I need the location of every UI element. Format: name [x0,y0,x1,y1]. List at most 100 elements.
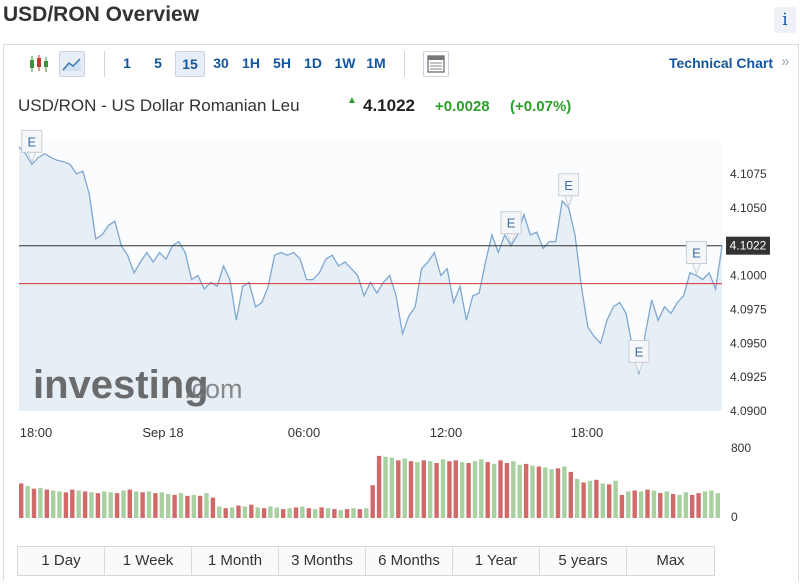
volume-bar [632,490,637,518]
volume-bar [428,461,433,518]
y-tick-label: 4.0900 [730,404,767,418]
volume-bar [658,493,663,518]
volume-bar [76,490,81,518]
volume-bar [268,506,273,518]
event-marker: E [500,211,522,246]
volume-bar [536,466,542,518]
volume-bar [677,494,682,518]
timeframe-30[interactable]: 30 [213,55,229,71]
volume-bar [191,494,196,518]
x-tick-label: 18:00 [571,425,604,440]
technical-chart-link[interactable]: Technical Chart [669,55,773,71]
volume-bar [440,459,446,518]
volume-bar [607,484,612,518]
range-max[interactable]: Max [627,547,714,575]
line-chart-icon[interactable] [59,51,85,77]
event-marker-label: E [507,216,516,231]
range-6-months[interactable]: 6 Months [366,547,453,575]
last-price: 4.1022 [363,96,415,115]
investing-logo: investing .com [33,363,243,407]
volume-bar [242,506,248,518]
volume-bar [357,509,363,518]
volume-tick-label: 800 [731,441,751,455]
volume-bar [447,461,452,518]
range-1-month[interactable]: 1 Month [192,547,279,575]
volume-bar [102,491,107,518]
volume-bar [172,494,177,518]
volume-bar [504,463,510,518]
range-1-week[interactable]: 1 Week [105,547,192,575]
range-3-months[interactable]: 3 Months [279,547,366,575]
volume-bar [197,495,203,518]
volume-bar [210,497,216,518]
volume-bar [434,463,439,518]
volume-bar [293,507,299,519]
volume-bar [319,507,324,519]
watermark-brand: investing [33,363,209,407]
x-tick-label: 12:00 [430,425,463,440]
volume-bar [82,491,88,518]
volume-bar [472,461,478,518]
volume-bar [696,493,701,518]
volume-bar [204,493,209,518]
volume-bar [543,467,548,518]
current-price-label: 4.1022 [726,236,770,255]
y-tick-label: 4.0975 [730,302,767,316]
volume-bar [185,495,190,518]
candlestick-icon[interactable] [26,51,52,77]
current-price-text: 4.1022 [730,239,767,253]
volume-bar [651,490,657,518]
x-tick-label: 18:00 [20,425,53,440]
volume-bar [217,506,222,518]
timeframe-1w[interactable]: 1W [334,55,356,71]
volume-bar [517,464,522,519]
volume-bar [453,460,458,518]
watermark-suffix: .com [184,374,243,404]
range-1-day[interactable]: 1 Day [18,547,105,575]
volume-bar [134,491,139,518]
price-line [18,146,723,375]
volume-bar [421,460,426,518]
volume-bar [281,509,286,518]
volume-bar [51,490,56,518]
volume-bar [338,510,343,518]
volume-bar [523,463,529,518]
volume-bar [63,492,69,518]
table-icon[interactable] [423,51,449,77]
volume-bar [38,487,43,518]
event-marker: E [558,173,580,208]
volume-bar [568,471,573,518]
volume-bar [466,463,471,518]
volume-bar [249,504,254,518]
double-chevron-right-icon[interactable]: » [781,53,790,70]
range-1-year[interactable]: 1 Year [453,547,540,575]
timeframe-1m[interactable]: 1M [366,55,386,71]
volume-bar [236,505,241,518]
volume-bar [587,480,593,518]
range-5-years[interactable]: 5 years [540,547,627,575]
timeframe-15[interactable]: 15 [175,51,205,77]
event-marker-label: E [27,134,36,149]
event-marker-pointer [634,361,644,374]
volume-bar [491,463,497,518]
timeframe-5[interactable]: 5 [154,55,162,71]
volume-bar [178,493,184,518]
volume-bar [626,491,631,518]
volume-bar [376,455,382,518]
volume-bar [114,493,120,518]
volume-bar [402,458,407,518]
range-selector: 1 Day 1 Week 1 Month 3 Months 6 Months 1… [17,546,715,576]
volume-bar [530,465,535,518]
timeframe-1[interactable]: 1 [123,55,131,71]
price-change: +0.0028 [435,98,490,115]
info-icon[interactable]: i [774,7,796,33]
timeframe-1d[interactable]: 1D [304,55,322,71]
current-price-box [726,236,770,255]
volume-bar [19,483,24,518]
volume-bar [396,460,401,518]
timeframe-5h[interactable]: 5H [273,55,291,71]
timeframe-1h[interactable]: 1H [242,55,260,71]
volume-bar [613,480,618,518]
volume-bar [140,492,145,518]
